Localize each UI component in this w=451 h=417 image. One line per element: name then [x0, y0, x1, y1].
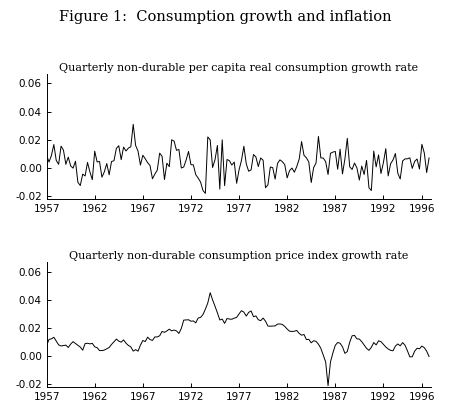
Title: Quarterly non-durable per capita real consumption growth rate: Quarterly non-durable per capita real co…: [60, 63, 419, 73]
Title: Quarterly non-durable consumption price index growth rate: Quarterly non-durable consumption price …: [69, 251, 409, 261]
Text: Figure 1:  Consumption growth and inflation: Figure 1: Consumption growth and inflati…: [59, 10, 392, 25]
